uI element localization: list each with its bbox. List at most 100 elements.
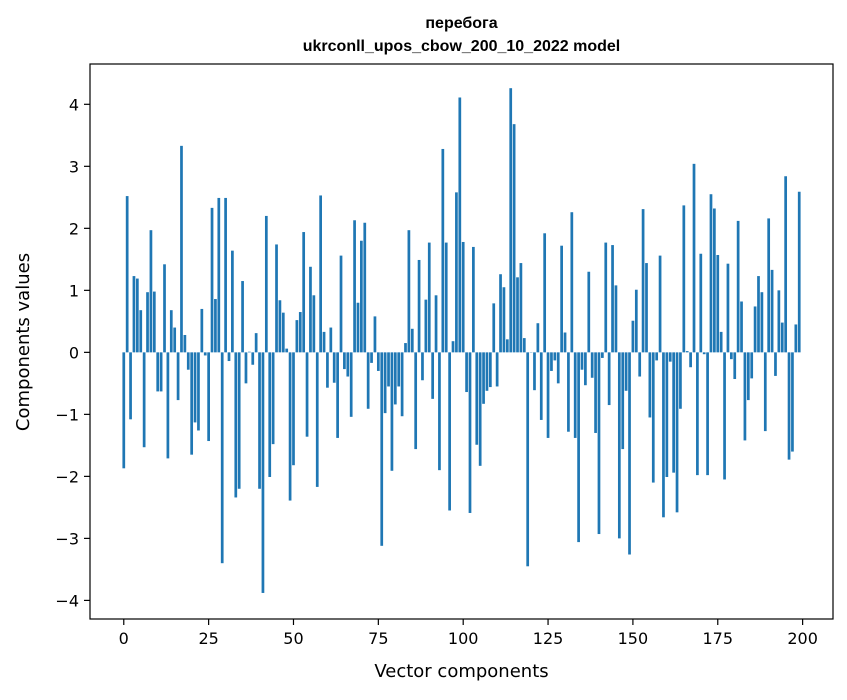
bar-component-92	[435, 295, 438, 352]
bar-component-191	[771, 270, 774, 352]
bar-component-89	[425, 300, 428, 353]
bar-component-180	[733, 352, 736, 379]
bar-component-37	[248, 352, 251, 353]
bar-component-42	[265, 216, 268, 352]
bar-component-0	[122, 352, 125, 468]
bar-component-171	[703, 352, 706, 354]
bar-component-84	[408, 230, 411, 352]
bar-component-72	[367, 352, 370, 408]
bar-component-96	[448, 352, 451, 510]
bar-component-86	[414, 352, 417, 449]
bar-component-115	[513, 124, 516, 352]
y-tick-label: 3	[69, 157, 79, 176]
bar-component-132	[570, 212, 573, 352]
bar-component-162	[672, 352, 675, 472]
bar-component-169	[696, 352, 699, 475]
bar-component-79	[391, 352, 394, 470]
bar-component-157	[655, 352, 658, 360]
bar-component-35	[241, 281, 244, 352]
bar-component-166	[686, 351, 689, 352]
bar-component-8	[150, 230, 153, 352]
bar-component-178	[727, 264, 730, 353]
bar-component-67	[350, 352, 353, 416]
bar-component-147	[621, 352, 624, 449]
bar-component-66	[346, 352, 349, 376]
bar-component-26	[211, 208, 214, 352]
bar-component-3	[133, 276, 136, 352]
bar-component-103	[472, 247, 475, 352]
bar-component-25	[207, 352, 210, 441]
bar-component-123	[540, 352, 543, 420]
bar-component-189	[764, 352, 767, 431]
bar-component-17	[180, 146, 183, 353]
bar-component-13	[167, 352, 170, 458]
x-tick-label: 25	[198, 629, 218, 648]
bar-component-117	[520, 263, 523, 352]
bar-component-32	[231, 251, 234, 353]
x-tick-label: 75	[368, 629, 388, 648]
bar-component-29	[221, 352, 224, 563]
bar-component-7	[146, 292, 149, 352]
bar-component-186	[754, 306, 757, 352]
bar-component-140	[598, 352, 601, 534]
bar-component-137	[587, 272, 590, 353]
bar-component-167	[689, 352, 692, 367]
bar-component-77	[384, 352, 387, 413]
bar-component-36	[245, 352, 248, 383]
bar-component-151	[635, 290, 638, 353]
bar-component-43	[268, 352, 271, 477]
bar-component-113	[506, 339, 509, 352]
bar-component-41	[262, 352, 265, 593]
bar-component-85	[411, 329, 414, 353]
bar-component-63	[336, 352, 339, 438]
bar-component-150	[632, 321, 635, 353]
bar-component-130	[564, 333, 567, 353]
bar-component-164	[679, 352, 682, 408]
bar-component-174	[713, 208, 716, 352]
bar-component-15	[173, 328, 176, 353]
bar-component-31	[228, 352, 231, 361]
bar-component-87	[418, 260, 421, 352]
bar-component-91	[431, 352, 434, 399]
bar-component-93	[438, 352, 441, 470]
bar-component-102	[469, 352, 472, 513]
bar-component-12	[163, 264, 166, 352]
bar-component-183	[744, 352, 747, 440]
bar-component-139	[594, 352, 597, 433]
bar-component-154	[645, 263, 648, 352]
bar-component-143	[608, 352, 611, 405]
x-tick-label: 175	[702, 629, 733, 648]
bar-component-126	[550, 352, 553, 371]
bar-component-18	[184, 335, 187, 352]
bar-component-46	[279, 300, 282, 352]
y-tick-label: 4	[69, 95, 79, 114]
bar-component-133	[574, 352, 577, 438]
bar-component-80	[394, 352, 397, 404]
bar-component-144	[611, 245, 614, 352]
bar-component-64	[340, 256, 343, 353]
bar-component-160	[665, 352, 668, 477]
bar-component-146	[618, 352, 621, 538]
bar-component-54	[306, 352, 309, 436]
bar-component-112	[503, 287, 506, 352]
bar-component-108	[489, 352, 492, 387]
bar-component-14	[170, 310, 173, 352]
bar-component-149	[628, 352, 631, 554]
bar-component-159	[662, 352, 665, 517]
bar-component-116	[516, 277, 519, 352]
y-tick-label: 2	[69, 219, 79, 238]
bar-component-38	[251, 352, 254, 364]
bar-component-134	[577, 352, 580, 542]
bar-component-105	[479, 352, 482, 465]
bar-component-24	[204, 352, 207, 355]
x-axis-label: Vector components	[374, 661, 548, 682]
bar-component-196	[788, 352, 791, 459]
bar-component-90	[428, 243, 431, 353]
bar-component-111	[499, 274, 502, 352]
bar-component-153	[642, 209, 645, 352]
bar-component-195	[784, 176, 787, 352]
bar-component-19	[187, 352, 190, 369]
bar-component-124	[543, 233, 546, 352]
y-tick-label: 0	[69, 343, 79, 362]
